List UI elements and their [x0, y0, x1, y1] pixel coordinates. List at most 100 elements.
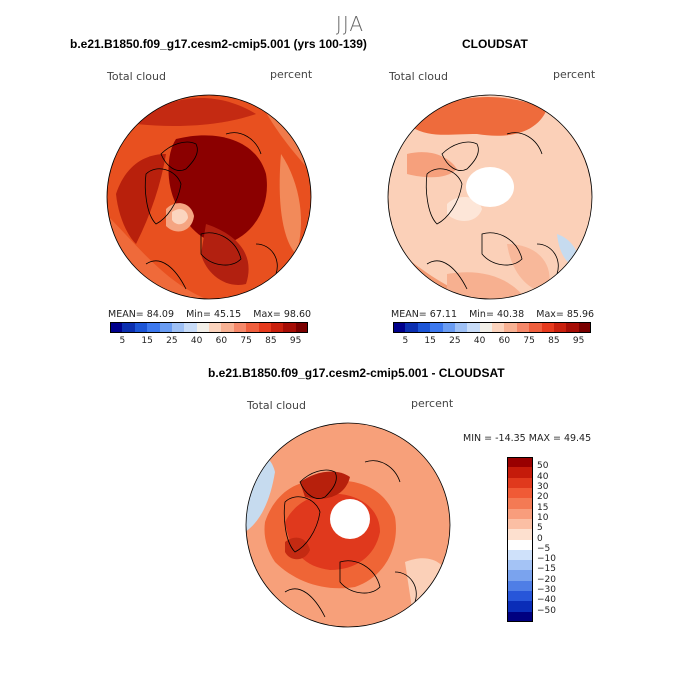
colorbar-tick-label: 5: [402, 336, 409, 346]
colorbar-tick-label: 25: [166, 336, 178, 346]
panel-2-units-label: percent: [553, 68, 596, 81]
colorbar-swatch: [295, 322, 309, 333]
colorbar-swatch: [430, 322, 443, 333]
season-title: JJA: [335, 12, 365, 36]
colorbar-swatch: [159, 322, 173, 333]
colorbar-swatch: [258, 322, 272, 333]
colorbar-tick-label: −40: [537, 595, 556, 606]
colorbar-swatch: [507, 570, 533, 582]
colorbar-swatch: [541, 322, 555, 333]
colorbar-swatch: [566, 322, 579, 333]
colorbar-swatch: [507, 457, 533, 468]
colorbar-tick-label: −10: [537, 554, 556, 565]
colorbar-tick-label: −20: [537, 574, 556, 585]
panel-1-title: b.e21.B1850.f09_g17.cesm2-cmip5.001 (yrs…: [70, 37, 367, 51]
colorbar-swatch: [246, 322, 259, 333]
abs-colorbar-1-ticks: 5 15 25 40 60 75 85 95: [110, 336, 308, 348]
colorbar-tick-label: −15: [537, 564, 556, 575]
colorbar-swatch: [405, 322, 419, 333]
mean-label: MEAN=: [108, 309, 144, 320]
panel-1-polar-map: [106, 94, 312, 300]
colorbar-swatch: [479, 322, 493, 333]
colorbar-swatch: [417, 322, 431, 333]
max-label: Max=: [253, 309, 281, 320]
colorbar-tick-label: 75: [523, 336, 535, 346]
colorbar-tick-label: 95: [572, 336, 585, 346]
mean-label: MEAN=: [391, 309, 427, 320]
colorbar-swatch: [553, 322, 567, 333]
colorbar-tick-label: 40: [473, 336, 486, 346]
mean-value: 84.09: [146, 309, 174, 320]
colorbar-swatch: [507, 529, 533, 540]
colorbar-swatch: [270, 322, 284, 333]
panel-3-stats: MIN = -14.35 MAX = 49.45: [463, 433, 592, 444]
colorbar-swatch: [529, 322, 542, 333]
colorbar-tick-label: 50: [537, 461, 549, 472]
colorbar-swatch: [507, 549, 533, 561]
min-label: Min=: [469, 309, 494, 320]
colorbar-swatch: [442, 322, 456, 333]
max-value: 98.60: [283, 309, 312, 320]
colorbar-swatch: [507, 518, 533, 530]
colorbar-tick-label: −30: [537, 585, 556, 596]
min-value: 45.15: [213, 309, 242, 320]
colorbar-outline: [507, 457, 533, 622]
colorbar-swatch: [147, 322, 160, 333]
colorbar-tick-label: 15: [537, 502, 549, 513]
colorbar-swatch: [184, 322, 197, 333]
colorbar-outline: [110, 322, 308, 333]
colorbar-swatch: [507, 508, 533, 520]
colorbar-swatch: [283, 322, 296, 333]
colorbar-swatch: [507, 601, 533, 612]
colorbar-tick-label: 5: [537, 523, 543, 534]
colorbar-tick-label: 40: [190, 336, 203, 346]
panel-2-polar-map: [387, 94, 593, 300]
panel-3-variable-label: Total cloud: [247, 399, 306, 412]
panel-1-units-label: percent: [270, 68, 313, 81]
panel-2-title: CLOUDSAT: [462, 37, 528, 51]
colorbar-swatch: [516, 322, 530, 333]
abs-colorbar-1: [110, 322, 309, 333]
panel-2-variable-label: Total cloud: [389, 70, 448, 83]
colorbar-swatch: [233, 322, 247, 333]
max-label: Max=: [536, 309, 564, 320]
max-value: 85.96: [566, 309, 595, 320]
abs-colorbar-2: [393, 322, 592, 333]
panel-1-variable-label: Total cloud: [107, 70, 166, 83]
colorbar-swatch: [507, 560, 533, 571]
colorbar-swatch: [134, 322, 148, 333]
mean-value: 67.11: [429, 309, 457, 320]
colorbar-swatch: [196, 322, 210, 333]
colorbar-tick-label: 0: [537, 533, 543, 544]
min-value: 40.38: [496, 309, 525, 320]
colorbar-swatch: [393, 322, 406, 333]
colorbar-swatch: [110, 322, 123, 333]
colorbar-tick-label: 85: [548, 336, 560, 346]
colorbar-swatch: [122, 322, 136, 333]
colorbar-outline: [393, 322, 591, 333]
colorbar-swatch: [507, 580, 533, 592]
colorbar-tick-label: 40: [537, 471, 549, 482]
colorbar-swatch: [454, 322, 468, 333]
panel-3-units-label: percent: [411, 397, 454, 410]
colorbar-swatch: [467, 322, 480, 333]
min-label: Min=: [186, 309, 211, 320]
colorbar-tick-label: 95: [289, 336, 302, 346]
panel-3-polar-map: [245, 422, 451, 628]
colorbar-tick-label: −5: [537, 543, 551, 554]
colorbar-swatch: [507, 539, 533, 551]
colorbar-tick-label: 20: [537, 492, 549, 503]
colorbar-swatch: [507, 591, 533, 602]
colorbar-swatch: [507, 611, 533, 623]
colorbar-tick-label: 60: [215, 336, 228, 346]
colorbar-swatch: [578, 322, 592, 333]
colorbar-swatch: [221, 322, 235, 333]
colorbar-swatch: [171, 322, 185, 333]
colorbar-tick-label: 15: [424, 336, 436, 346]
diff-colorbar: [507, 457, 533, 623]
colorbar-tick-label: 30: [537, 481, 549, 492]
abs-colorbar-2-ticks: 5 15 25 40 60 75 85 95: [393, 336, 591, 348]
colorbar-swatch: [209, 322, 222, 333]
colorbar-tick-label: 5: [119, 336, 126, 346]
